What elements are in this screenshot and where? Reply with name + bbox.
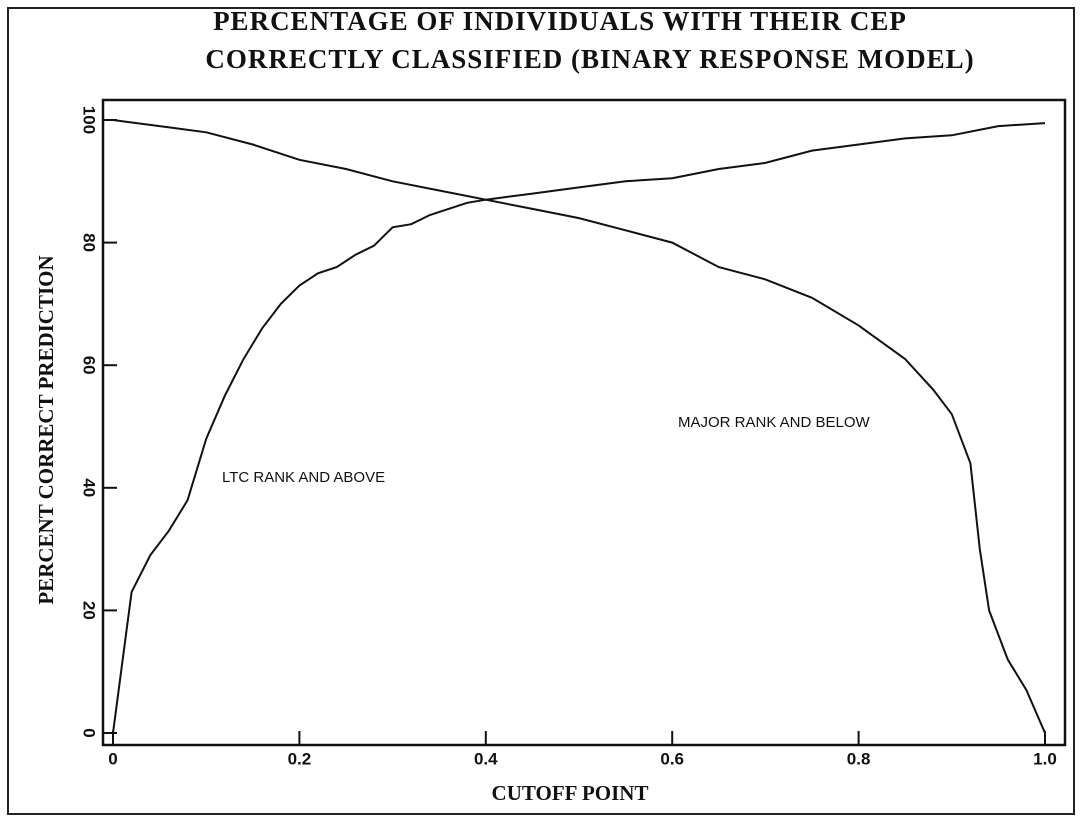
- y-tick-label: 0: [80, 728, 99, 737]
- chart-title: PERCENTAGE OF INDIVIDUALS WITH THEIR CEP: [213, 6, 907, 36]
- y-tick-label: 100: [80, 106, 99, 134]
- line: [112, 122, 1046, 734]
- x-tick-label: 1.0: [1033, 749, 1057, 768]
- y-tick-label: 60: [80, 356, 99, 375]
- x-axis-label: CUTOFF POINT: [492, 781, 649, 805]
- annotation: MAJOR RANK AND BELOW: [678, 414, 871, 431]
- x-tick-label: 0.2: [288, 749, 312, 768]
- chart-title: CORRECTLY CLASSIFIED (BINARY RESPONSE MO…: [205, 44, 974, 74]
- y-axis-label: PERCENT CORRECT PREDICTION: [34, 255, 58, 604]
- annotation: LTC RANK AND ABOVE: [222, 469, 385, 486]
- x-tick-label: 0.6: [660, 749, 684, 768]
- y-tick-label: 40: [80, 478, 99, 497]
- frame: [7, 7, 1075, 815]
- line: [112, 119, 1046, 734]
- y-tick-label: 80: [80, 233, 99, 252]
- plot-frame: [101, 98, 1067, 747]
- x-tick-label: 0: [108, 749, 117, 768]
- x-tick-label: 0.4: [474, 749, 498, 768]
- y-tick-label: 20: [80, 601, 99, 620]
- x-tick-label: 0.8: [847, 749, 871, 768]
